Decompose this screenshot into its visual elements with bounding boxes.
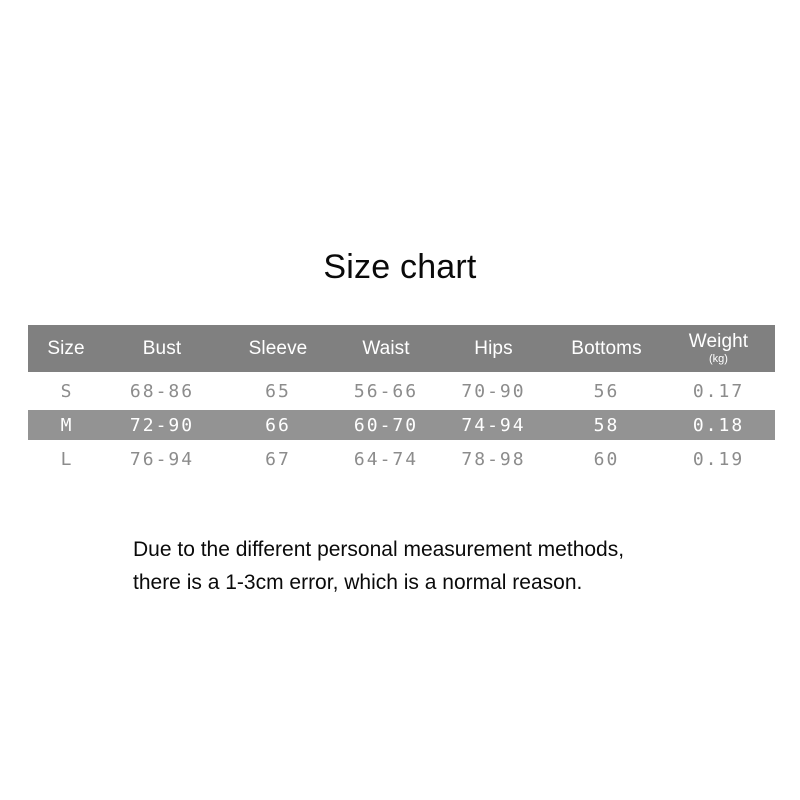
- table-row: L 76-94 67 64-74 78-98 60 0.19: [28, 440, 775, 478]
- cell-size: L: [60, 448, 72, 470]
- cell-waist: 56-66: [353, 380, 419, 402]
- column-header-bottoms-label: Bottoms: [571, 337, 642, 359]
- page-title: Size chart: [323, 248, 477, 286]
- column-header-size-label: Size: [47, 337, 85, 359]
- column-header-weight-label: Weight: [688, 331, 749, 352]
- cell-weight: 0.19: [692, 448, 745, 470]
- disclaimer-line-2: there is a 1-3cm error, which is a norma…: [133, 571, 583, 594]
- column-header-sleeve-label: Sleeve: [248, 337, 308, 359]
- column-header-hips-label: Hips: [474, 337, 513, 359]
- cell-hips: 74-94: [461, 414, 526, 436]
- column-header-weight: Weight (kg): [662, 325, 775, 372]
- table-row: M 72-90 66 60-70 74-94 58 0.18: [28, 410, 775, 440]
- cell-sleeve: 66: [265, 414, 291, 436]
- column-header-bottoms: Bottoms: [551, 325, 662, 372]
- cell-waist: 64-74: [353, 448, 419, 470]
- disclaimer-line-1: Due to the different personal measuremen…: [133, 538, 625, 561]
- cell-size: M: [60, 414, 72, 436]
- column-header-sleeve: Sleeve: [220, 325, 336, 372]
- cell-bust: 76-94: [129, 448, 195, 470]
- column-header-bust: Bust: [104, 325, 220, 372]
- cell-sleeve: 65: [265, 380, 291, 402]
- cell-hips: 78-98: [461, 448, 526, 470]
- measurement-disclaimer: Due to the different personal measuremen…: [133, 533, 733, 599]
- size-chart-table: Size Bust Sleeve Waist Hips Bottoms: [28, 325, 775, 478]
- cell-bottoms: 58: [593, 414, 620, 436]
- cell-size: S: [60, 380, 72, 402]
- cell-weight: 0.18: [692, 414, 745, 436]
- cell-bottoms: 56: [593, 380, 620, 402]
- cell-weight: 0.17: [692, 380, 745, 402]
- column-header-waist-label: Waist: [362, 337, 410, 359]
- cell-bottoms: 60: [593, 448, 620, 470]
- cell-hips: 70-90: [461, 380, 526, 402]
- cell-waist: 60-70: [353, 414, 419, 436]
- column-header-waist: Waist: [336, 325, 436, 372]
- column-header-hips: Hips: [436, 325, 551, 372]
- column-header-bust-label: Bust: [142, 337, 182, 359]
- cell-bust: 68-86: [129, 380, 195, 402]
- table-row: S 68-86 65 56-66 70-90 56 0.17: [28, 372, 775, 410]
- column-header-size: Size: [28, 325, 104, 372]
- cell-sleeve: 67: [265, 448, 291, 470]
- table-header-row: Size Bust Sleeve Waist Hips Bottoms: [28, 325, 775, 372]
- column-header-weight-unit: (kg): [709, 353, 728, 365]
- cell-bust: 72-90: [129, 414, 195, 436]
